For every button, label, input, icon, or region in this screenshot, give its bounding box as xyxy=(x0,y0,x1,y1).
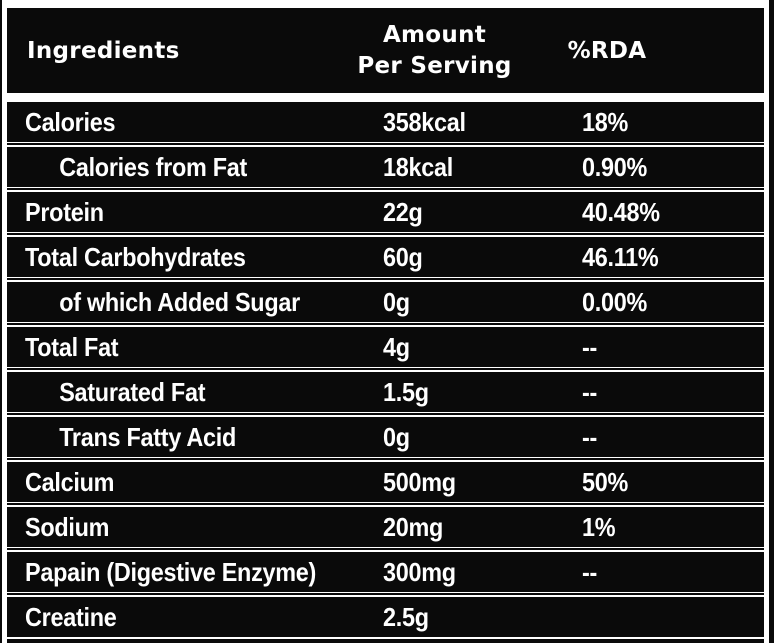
ingredient-cell: Sodium xyxy=(25,511,110,542)
rda-cell: 40.48% xyxy=(582,196,660,227)
amount-cell: 2.5g xyxy=(383,601,429,632)
row-separator xyxy=(7,187,764,192)
row-separator xyxy=(7,502,764,507)
ingredient-cell: Total Fat xyxy=(25,331,119,362)
header-rda: %RDA xyxy=(567,37,647,64)
header-amount-line2: Per Serving xyxy=(357,52,512,79)
table-row: Total Fat 4g -- xyxy=(7,327,764,367)
table-row: Papain (Digestive Enzyme) 300mg -- xyxy=(7,552,764,592)
table-header-row: Ingredients Amount Per Serving %RDA xyxy=(7,8,764,93)
amount-cell: 500mg xyxy=(383,466,456,497)
rda-cell: -- xyxy=(582,421,598,452)
row-separator xyxy=(7,547,764,552)
table-row: Calcium 500mg 50% xyxy=(7,462,764,502)
table-row: Total Carbohydrates 60g 46.11% xyxy=(7,237,764,277)
left-border-line xyxy=(0,0,2,643)
row-separator xyxy=(7,322,764,327)
table-row: Saturated Fat 1.5g -- xyxy=(7,372,764,412)
rda-cell: 0.90% xyxy=(582,151,648,182)
nutrition-table: Ingredients Amount Per Serving %RDA Calo… xyxy=(7,8,764,643)
ingredient-cell: Papain (Digestive Enzyme) xyxy=(25,556,317,587)
row-separator xyxy=(7,367,764,372)
row-separator xyxy=(7,232,764,237)
rda-cell: -- xyxy=(582,331,598,362)
amount-cell: 4g xyxy=(383,331,410,362)
amount-cell: 1.5g xyxy=(383,376,429,407)
header-body-gap xyxy=(7,93,764,102)
rda-cell: 46.11% xyxy=(582,241,659,272)
amount-cell: 60g xyxy=(383,241,423,272)
table-row: Protein 22g 40.48% xyxy=(7,192,764,232)
ingredient-cell: Creatine xyxy=(25,601,117,632)
ingredient-cell: of which Added Sugar xyxy=(59,286,300,317)
amount-cell: 20mg xyxy=(383,511,444,542)
row-separator xyxy=(7,277,764,282)
table-row: Trans Fatty Acid 0g -- xyxy=(7,417,764,457)
ingredient-cell: Calories xyxy=(25,106,116,137)
ingredient-cell: Protein xyxy=(25,196,104,227)
ingredient-cell: Calcium xyxy=(25,466,115,497)
rda-cell: -- xyxy=(582,556,598,587)
amount-cell: 0g xyxy=(383,286,410,317)
table-row: Calories from Fat 18kcal 0.90% xyxy=(7,147,764,187)
rda-cell: -- xyxy=(582,376,598,407)
table-body: Calories 358kcal 18% Calories from Fat 1… xyxy=(7,102,764,637)
amount-cell: 22g xyxy=(383,196,423,227)
cutoff-next-row xyxy=(7,639,764,643)
table-row: Calories 358kcal 18% xyxy=(7,102,764,142)
rda-cell: 18% xyxy=(582,106,629,137)
rda-cell: 1% xyxy=(582,511,616,542)
header-amount-per-serving: Amount Per Serving xyxy=(312,8,557,93)
table-row: Creatine 2.5g xyxy=(7,597,764,637)
row-separator xyxy=(7,142,764,147)
amount-cell: 0g xyxy=(383,421,410,452)
right-border-bar xyxy=(769,0,774,643)
ingredient-cell: Saturated Fat xyxy=(59,376,206,407)
header-amount-line1: Amount xyxy=(382,21,487,48)
rda-cell: 0.00% xyxy=(582,286,648,317)
header-ingredients: Ingredients xyxy=(27,37,180,64)
row-separator xyxy=(7,592,764,597)
amount-cell: 18kcal xyxy=(383,151,453,182)
row-separator xyxy=(7,457,764,462)
amount-cell: 358kcal xyxy=(383,106,466,137)
row-separator xyxy=(7,412,764,417)
ingredient-cell: Calories from Fat xyxy=(59,151,248,182)
amount-cell: 300mg xyxy=(383,556,456,587)
rda-cell: 50% xyxy=(582,466,629,497)
ingredient-cell: Trans Fatty Acid xyxy=(59,421,237,452)
table-row: of which Added Sugar 0g 0.00% xyxy=(7,282,764,322)
bottom-row-separator xyxy=(7,637,764,639)
table-row: Sodium 20mg 1% xyxy=(7,507,764,547)
ingredient-cell: Total Carbohydrates xyxy=(25,241,246,272)
